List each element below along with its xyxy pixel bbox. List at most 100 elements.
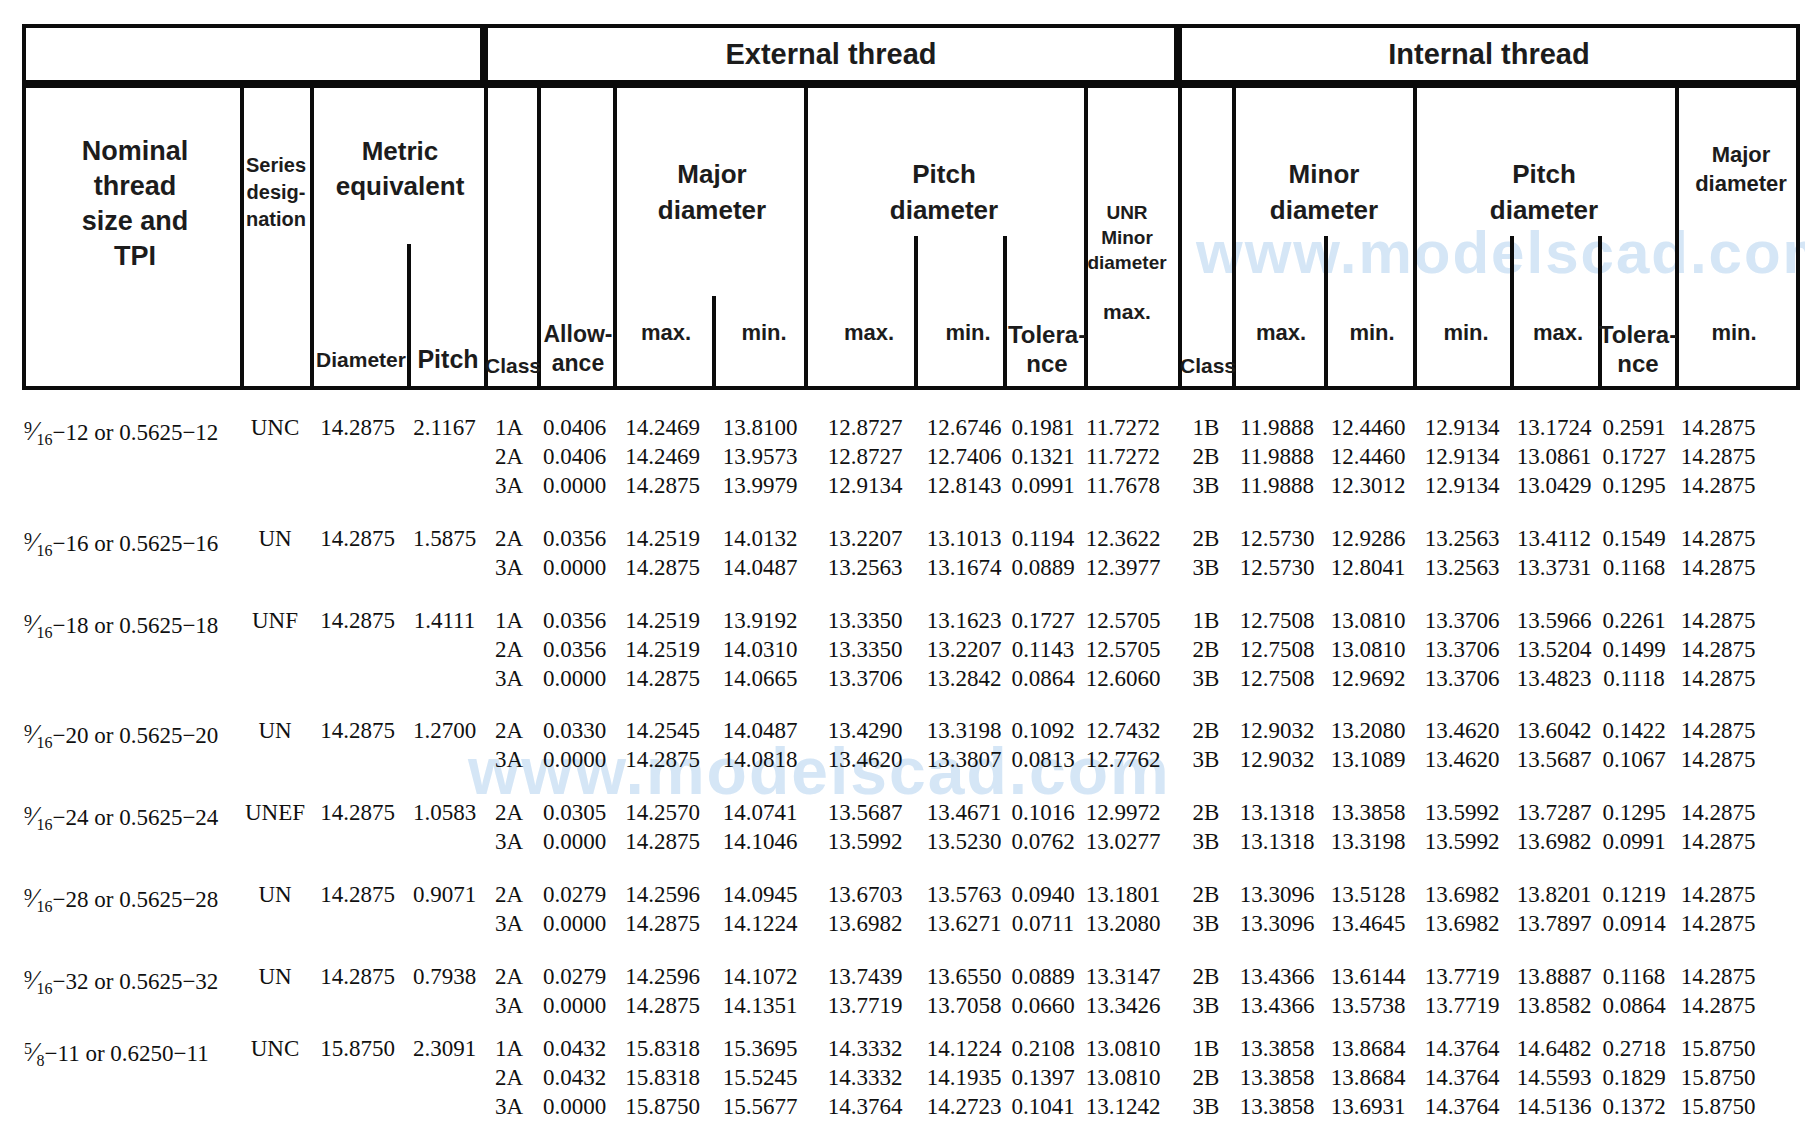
int-minor-min-cell: 13.5128 <box>1322 880 1414 909</box>
thread-size-cell <box>22 1063 240 1092</box>
thread-size-cell <box>22 664 240 693</box>
series-cell <box>240 909 310 938</box>
metric-diameter-cell <box>310 991 405 1020</box>
int-pitch-max-cell: 13.5204 <box>1510 635 1598 664</box>
series-cell: UNC <box>240 1034 310 1063</box>
allowance-cell: 0.0356 <box>534 524 615 553</box>
spacer-cell <box>1168 798 1180 827</box>
ext-major-max-cell: 14.2875 <box>615 827 710 856</box>
col-header-ext-pitch-min: min. <box>945 320 990 346</box>
thread-size-cell <box>22 745 240 774</box>
allowance-cell: 0.0000 <box>534 1092 615 1121</box>
ext-class-cell: 1A <box>484 1034 534 1063</box>
ext-major-min-cell: 15.5245 <box>710 1063 810 1092</box>
ext-major-min-cell: 15.5677 <box>710 1092 810 1121</box>
col-header-ext-major-diameter: Major diameter <box>658 156 766 228</box>
int-minor-max-cell: 13.4366 <box>1232 991 1322 1020</box>
int-minor-min-cell: 13.4645 <box>1322 909 1414 938</box>
unr-minor-max-cell: 13.2080 <box>1078 909 1168 938</box>
ext-pitch-min-cell: 13.2207 <box>920 635 1008 664</box>
spacer-cell <box>1168 553 1180 582</box>
ext-major-max-cell: 14.2519 <box>615 606 710 635</box>
ext-major-min-cell: 13.9979 <box>710 471 810 500</box>
header-left-blank-box <box>22 24 484 84</box>
ext-major-min-cell: 14.0487 <box>710 716 810 745</box>
series-cell: UNC <box>240 413 310 442</box>
ext-tolerance-cell: 0.1321 <box>1008 442 1078 471</box>
int-pitch-min-cell: 13.2563 <box>1414 553 1510 582</box>
int-minor-min-cell: 13.6144 <box>1322 962 1414 991</box>
int-pitch-min-cell: 13.6982 <box>1414 880 1510 909</box>
int-class-cell: 3B <box>1180 909 1232 938</box>
thread-size-cell: 9⁄16−24 or 0.5625−24 <box>22 798 240 827</box>
ext-major-max-cell: 15.8318 <box>615 1034 710 1063</box>
int-pitch-max-cell: 14.5136 <box>1510 1092 1598 1121</box>
divider-partial <box>1510 236 1514 386</box>
int-pitch-max-cell: 13.6982 <box>1510 827 1598 856</box>
int-major-min-cell: 14.2875 <box>1670 909 1766 938</box>
unr-minor-max-cell: 12.5705 <box>1078 635 1168 664</box>
int-pitch-max-cell: 13.1724 <box>1510 413 1598 442</box>
ext-major-min-cell: 14.0945 <box>710 880 810 909</box>
int-class-cell: 3B <box>1180 745 1232 774</box>
int-pitch-min-cell: 13.3706 <box>1414 664 1510 693</box>
int-minor-max-cell: 13.3096 <box>1232 909 1322 938</box>
external-thread-title: External thread <box>725 38 936 71</box>
ext-pitch-max-cell: 13.3350 <box>810 635 920 664</box>
spacer-cell <box>1168 413 1180 442</box>
table-row: 3A0.000014.287514.048713.256313.16740.08… <box>22 553 1788 582</box>
int-pitch-max-cell: 13.6042 <box>1510 716 1598 745</box>
ext-class-cell: 2A <box>484 880 534 909</box>
int-major-min-cell: 14.2875 <box>1670 798 1766 827</box>
ext-class-cell: 2A <box>484 716 534 745</box>
int-pitch-max-cell: 13.8582 <box>1510 991 1598 1020</box>
ext-tolerance-cell: 0.1092 <box>1008 716 1078 745</box>
ext-major-min-cell: 14.0818 <box>710 745 810 774</box>
metric-pitch-cell: 1.4111 <box>405 606 484 635</box>
int-major-min-cell: 14.2875 <box>1670 962 1766 991</box>
ext-pitch-min-cell: 14.1935 <box>920 1063 1008 1092</box>
int-major-min-cell: 14.2875 <box>1670 524 1766 553</box>
series-cell <box>240 827 310 856</box>
int-pitch-max-cell: 13.8887 <box>1510 962 1598 991</box>
int-pitch-min-cell: 13.2563 <box>1414 524 1510 553</box>
divider-partial <box>1003 236 1007 386</box>
int-major-min-cell: 14.2875 <box>1670 471 1766 500</box>
spacer-cell <box>1168 909 1180 938</box>
int-class-cell: 2B <box>1180 1063 1232 1092</box>
table-row: 9⁄16−20 or 0.5625−20UN14.28751.27002A0.0… <box>22 716 1788 745</box>
allowance-cell: 0.0356 <box>534 635 615 664</box>
ext-pitch-min-cell: 13.3198 <box>920 716 1008 745</box>
ext-class-cell: 3A <box>484 1092 534 1121</box>
unr-minor-max-cell: 11.7678 <box>1078 471 1168 500</box>
ext-major-min-cell: 13.8100 <box>710 413 810 442</box>
metric-pitch-cell <box>405 471 484 500</box>
col-header-int-minor-max: max. <box>1256 320 1306 346</box>
int-pitch-min-cell: 13.7719 <box>1414 991 1510 1020</box>
ext-major-min-cell: 15.3695 <box>710 1034 810 1063</box>
col-header-metric-equivalent: Metric equivalent <box>336 134 465 204</box>
divider-partial <box>712 296 716 386</box>
int-class-cell: 3B <box>1180 991 1232 1020</box>
ext-pitch-max-cell: 14.3332 <box>810 1063 920 1092</box>
metric-diameter-cell <box>310 635 405 664</box>
allowance-cell: 0.0406 <box>534 442 615 471</box>
divider <box>1232 88 1236 386</box>
ext-class-cell: 2A <box>484 442 534 471</box>
ext-tolerance-cell: 0.1041 <box>1008 1092 1078 1121</box>
int-pitch-max-cell: 13.7897 <box>1510 909 1598 938</box>
int-major-min-cell: 14.2875 <box>1670 745 1766 774</box>
table-row: 2A0.043215.831815.524514.333214.19350.13… <box>22 1063 1788 1092</box>
int-minor-min-cell: 13.6931 <box>1322 1092 1414 1121</box>
metric-diameter-cell <box>310 827 405 856</box>
ext-major-max-cell: 14.2875 <box>615 991 710 1020</box>
ext-tolerance-cell: 0.0813 <box>1008 745 1078 774</box>
metric-pitch-cell: 1.5875 <box>405 524 484 553</box>
int-tolerance-cell: 0.1295 <box>1598 798 1670 827</box>
int-pitch-min-cell: 14.3764 <box>1414 1063 1510 1092</box>
col-header-allowance: Allow- ance <box>544 320 613 378</box>
ext-pitch-max-cell: 13.4290 <box>810 716 920 745</box>
int-class-cell: 3B <box>1180 471 1232 500</box>
ext-major-max-cell: 14.2875 <box>615 745 710 774</box>
int-pitch-max-cell: 14.6482 <box>1510 1034 1598 1063</box>
